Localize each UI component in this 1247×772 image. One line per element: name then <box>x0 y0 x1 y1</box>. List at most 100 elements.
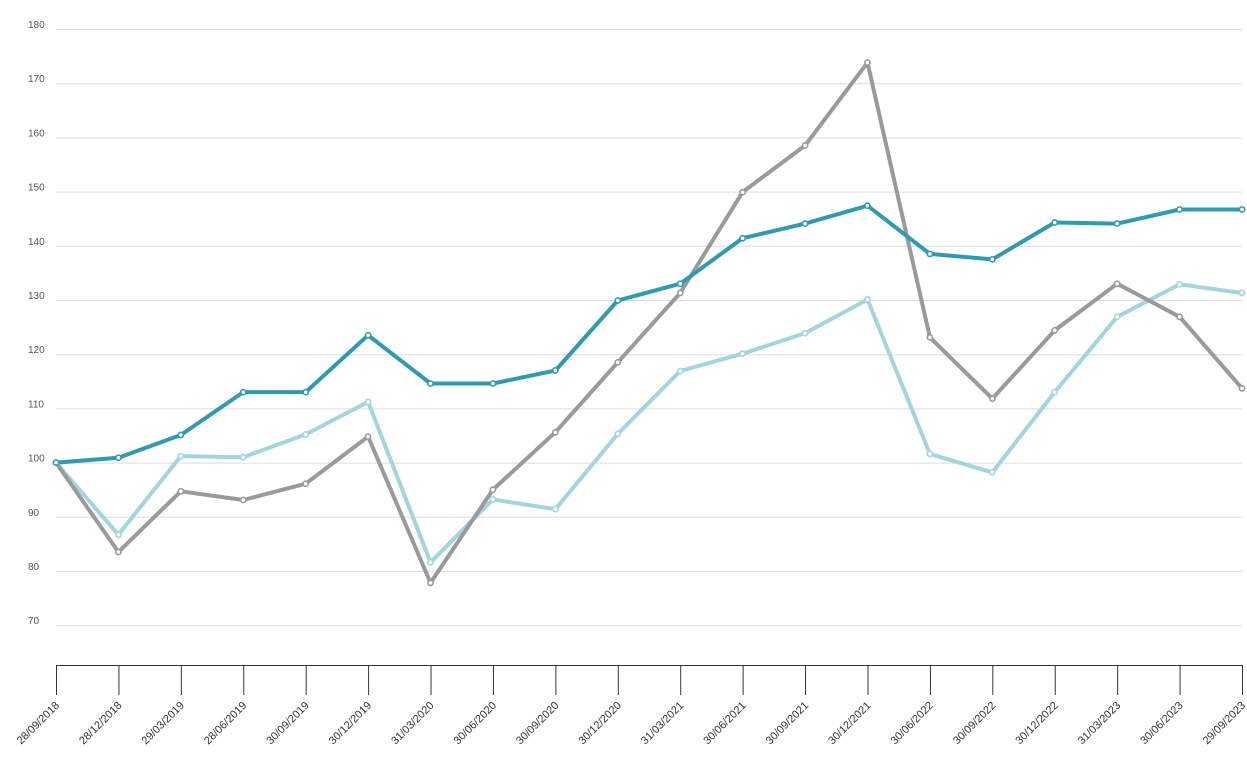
series-3-point <box>115 454 122 462</box>
x-tick-label: 28/09/2018 <box>15 700 62 747</box>
series-2-point <box>1051 326 1059 334</box>
series-1-point <box>489 496 497 503</box>
y-tick-label: 130 <box>28 291 45 302</box>
x-tick-label: 30/09/2022 <box>951 700 998 747</box>
x-tick-label: 30/12/2019 <box>327 700 374 747</box>
y-tick-label: 180 <box>28 20 45 31</box>
series-3-point <box>926 250 934 258</box>
series-1-point <box>115 531 122 539</box>
x-tick-label: 30/09/2021 <box>764 700 811 747</box>
series-1-point <box>364 398 372 406</box>
y-tick-label: 140 <box>28 237 45 248</box>
x-tick-label: 31/03/2021 <box>639 700 686 747</box>
series-1-point <box>739 350 747 358</box>
series-lines <box>54 60 1244 585</box>
series-3-point <box>177 431 185 439</box>
y-tick-label: 100 <box>28 454 45 465</box>
series-2-point <box>427 579 434 587</box>
series-2-point <box>864 59 871 67</box>
series-points <box>52 59 1246 587</box>
x-axis: 28/09/2018 28/12/2018 29/03/2019 28/06/2019… <box>15 665 1247 747</box>
series-3-point <box>302 388 310 396</box>
series-3-point <box>52 459 60 466</box>
series-2-point <box>177 487 185 495</box>
x-tick-label: 30/06/2020 <box>452 700 499 747</box>
series-1-point <box>988 468 996 476</box>
x-tick-label: 30/06/2022 <box>889 700 936 747</box>
x-tick-label: 30/09/2020 <box>514 700 561 747</box>
series-2-point <box>489 486 497 494</box>
series-3-point <box>1051 219 1059 226</box>
x-tick-label: 30/06/2023 <box>1138 700 1185 747</box>
y-tick-label: 90 <box>28 508 40 519</box>
x-tick-label: 31/03/2020 <box>389 700 436 747</box>
series-1-point <box>302 431 310 438</box>
x-tick-label: 28/06/2019 <box>202 700 249 747</box>
x-tick-label: 30/12/2022 <box>1013 700 1060 747</box>
series-1-point <box>1051 388 1059 396</box>
series-2-point <box>926 333 934 341</box>
series-3-point <box>988 255 996 263</box>
series-3-point <box>739 234 747 242</box>
series-1-point <box>926 450 934 458</box>
series-3-point <box>614 297 622 304</box>
y-tick-label: 70 <box>28 616 40 627</box>
series-3-point <box>801 220 809 227</box>
series-1-point <box>427 558 434 566</box>
series-1-point <box>1238 289 1246 297</box>
series-2-point <box>1176 313 1183 321</box>
x-tick-label: 31/03/2023 <box>1076 700 1123 747</box>
series-2-point <box>801 142 809 149</box>
x-tick-label: 30/06/2021 <box>701 700 748 747</box>
x-tick-label: 29/09/2023 <box>1201 700 1247 747</box>
y-tick-label: 150 <box>28 183 45 194</box>
series-2-point <box>551 428 559 436</box>
series-1-point <box>239 453 247 461</box>
series-line-3 <box>54 203 1244 465</box>
y-tick-label: 160 <box>28 128 45 139</box>
series-3-point <box>427 380 434 387</box>
series-2-point <box>1113 280 1121 288</box>
y-axis-ticks: 180 170 160 150 140 130 120 110 100 90 80 70 <box>28 20 45 627</box>
y-tick-label: 80 <box>28 562 40 573</box>
series-1-point <box>801 329 809 337</box>
y-tick-label: 170 <box>28 74 45 85</box>
series-2-point <box>1238 384 1246 392</box>
series-1-point <box>1176 280 1183 288</box>
series-3-point <box>489 380 497 387</box>
series-3-point <box>239 388 247 396</box>
series-2-point <box>364 433 372 440</box>
series-1-point <box>551 505 559 513</box>
series-1-point <box>177 452 185 460</box>
series-2-point <box>676 289 684 297</box>
series-1-point <box>676 367 684 375</box>
series-2-point <box>614 358 622 366</box>
y-tick-label: 120 <box>28 345 45 356</box>
x-tick-label: 30/12/2021 <box>826 700 873 747</box>
series-1-point <box>614 430 622 438</box>
series-3-point <box>676 280 684 288</box>
series-line-1 <box>54 282 1244 565</box>
series-2-point <box>239 496 247 504</box>
series-line-2 <box>54 60 1244 585</box>
series-3-point <box>364 331 372 339</box>
series-3-point <box>551 367 559 374</box>
y-tick-label: 110 <box>28 399 44 410</box>
gridlines <box>56 29 1242 627</box>
series-2-point <box>739 188 747 196</box>
series-3-point <box>1176 206 1183 213</box>
series-2-point <box>988 395 996 403</box>
x-tick-label: 29/03/2019 <box>140 700 187 747</box>
series-3-point <box>864 202 871 210</box>
x-tick-label: 30/12/2020 <box>576 700 623 747</box>
series-3-point <box>1113 220 1121 227</box>
series-2-point <box>302 480 310 488</box>
series-2-point <box>115 548 122 556</box>
series-1-point <box>1113 313 1121 321</box>
x-tick-label: 28/12/2018 <box>77 700 124 747</box>
x-tick-label: 30/09/2019 <box>264 700 311 747</box>
series-3-point <box>1238 206 1246 213</box>
series-1-point <box>864 296 871 303</box>
